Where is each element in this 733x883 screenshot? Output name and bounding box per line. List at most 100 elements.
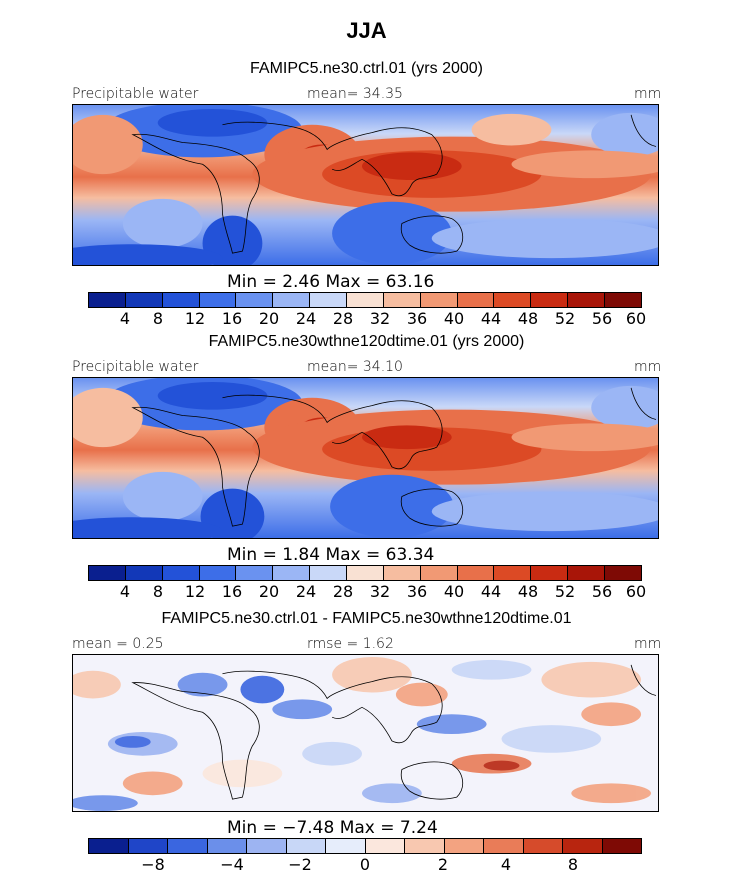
colorbar-swatch [383,293,421,307]
panel-1-field [73,105,658,265]
colorbar-tick-label: 32 [369,309,391,328]
colorbar-swatch [199,293,237,307]
colorbar-swatch [602,839,641,853]
panel-1-title: FAMIPC5.ne30.ctrl.01 (yrs 2000) [250,60,483,77]
panel-2-map [72,377,659,539]
panel-3-title: FAMIPC5.ne30.ctrl.01 - FAMIPC5.ne30wthne… [161,610,572,627]
colorbar-swatch [420,566,458,580]
colorbar-tick-label: −2 [288,855,312,874]
colorbar-swatch [605,566,641,580]
colorbar-swatch [405,839,445,853]
panel-3-field [73,655,658,811]
colorbar-tick-label: 40 [443,309,465,328]
colorbar-tick-label: 36 [406,582,428,601]
panel-2-mean-label: mean= 34.10 [307,359,403,375]
colorbar-tick-label: 8 [567,855,579,874]
colorbar-tick-label: 44 [480,582,502,601]
colorbar-tick-label: 16 [221,582,243,601]
colorbar-swatch [347,293,384,307]
panel-2-min-max: Min = 1.84 Max = 63.34 [227,545,435,565]
colorbar-tick-label: 4 [119,582,131,601]
colorbar-tick-label: 52 [554,309,576,328]
colorbar-tick-label: 28 [332,309,354,328]
colorbar-swatch [484,839,524,853]
colorbar-tick-label: 24 [295,309,317,328]
colorbar-swatch [236,566,274,580]
colorbar-swatch [286,839,326,853]
colorbar-tick-label: 52 [554,582,576,601]
colorbar-tick-label: 12 [184,309,206,328]
panel-1-colorbar [88,292,642,308]
colorbar-swatch [162,566,200,580]
colorbar-tick-label: 20 [258,582,280,601]
colorbar-swatch [310,566,348,580]
colorbar-swatch [236,293,274,307]
colorbar-swatch [494,293,532,307]
colorbar-swatch [89,839,129,853]
colorbar-tick-label: 32 [369,582,391,601]
colorbar-tick-label: 12 [184,582,206,601]
colorbar-tick-label: 48 [517,582,539,601]
panel-3-min-max: Min = −7.48 Max = 7.24 [227,818,438,838]
colorbar-swatch [383,566,421,580]
colorbar-tick-label: 56 [591,582,613,601]
colorbar-swatch [457,293,495,307]
colorbar-tick-label: 36 [406,309,428,328]
colorbar-swatch [89,293,126,307]
colorbar-swatch [168,839,208,853]
panel-2-variable-label: Precipitable water [72,359,199,375]
panel-1-variable-label: Precipitable water [72,86,199,102]
colorbar-tick-label: 48 [517,309,539,328]
colorbar-tick-label: −4 [220,855,244,874]
colorbar-swatch [605,293,641,307]
panel-3-mean-label: mean = 0.25 [72,636,164,652]
colorbar-tick-label: 44 [480,309,502,328]
colorbar-swatch [444,839,484,853]
colorbar-swatch [531,293,569,307]
panel-1-min-max: Min = 2.46 Max = 63.16 [227,272,435,292]
colorbar-swatch [162,293,200,307]
colorbar-swatch [568,566,606,580]
colorbar-swatch [326,839,366,853]
colorbar-swatch [247,839,287,853]
colorbar-tick-label: 4 [500,855,512,874]
colorbar-tick-label: 0 [359,855,371,874]
panel-1-units-label: mm [634,86,662,102]
colorbar-swatch [125,566,163,580]
colorbar-swatch [568,293,606,307]
colorbar-swatch [347,566,384,580]
panel-2-field [73,378,658,538]
colorbar-swatch [89,566,126,580]
panel-1-map [72,104,659,266]
panel-1-mean-label: mean= 34.35 [307,86,403,102]
colorbar-tick-label: 4 [119,309,131,328]
colorbar-swatch [128,839,168,853]
colorbar-swatch [207,839,247,853]
colorbar-swatch [199,566,237,580]
colorbar-tick-label: 60 [625,309,647,328]
colorbar-tick-label: 56 [591,309,613,328]
panel-2-title: FAMIPC5.ne30wthne120dtime.01 (yrs 2000) [208,333,525,350]
colorbar-tick-label: 40 [443,582,465,601]
colorbar-swatch [531,566,569,580]
panel-3-units-label: mm [634,636,662,652]
colorbar-tick-label: 8 [152,309,164,328]
colorbar-tick-label: 8 [152,582,164,601]
colorbar-swatch [523,839,563,853]
colorbar-tick-label: 20 [258,309,280,328]
colorbar-tick-label: 16 [221,309,243,328]
panel-2-colorbar [88,565,642,581]
colorbar-swatch [273,293,311,307]
colorbar-tick-label: 24 [295,582,317,601]
colorbar-tick-label: 28 [332,582,354,601]
colorbar-swatch [457,566,495,580]
colorbar-swatch [494,566,532,580]
colorbar-tick-label: 60 [625,582,647,601]
colorbar-swatch [310,293,348,307]
panel-3-map [72,654,659,812]
colorbar-swatch [420,293,458,307]
colorbar-tick-label: −8 [141,855,165,874]
panel-2-units-label: mm [634,359,662,375]
panel-3-colorbar [88,838,642,854]
colorbar-tick-label: 2 [437,855,449,874]
